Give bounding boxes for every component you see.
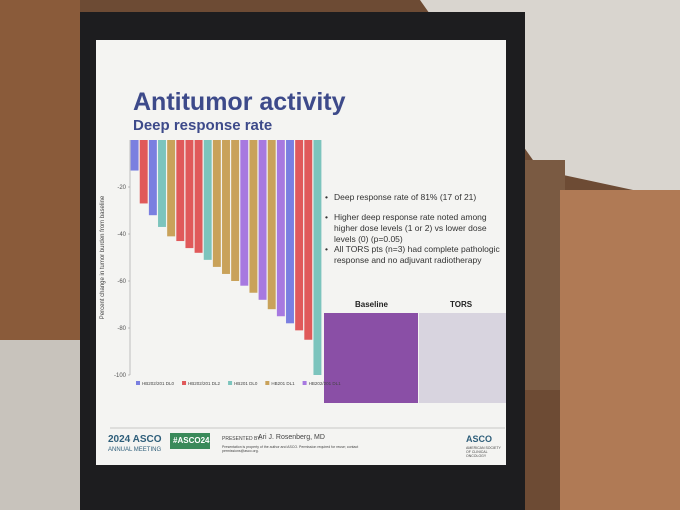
side-wall — [0, 340, 80, 510]
legend-swatch — [228, 381, 233, 385]
bar — [313, 140, 322, 375]
notice: Presentation is property of the author a… — [222, 445, 359, 453]
bar — [139, 140, 148, 204]
logo: ASCO — [466, 434, 493, 444]
bar — [231, 140, 240, 281]
presenter: Ari J. Rosenberg, MD — [258, 434, 325, 441]
legend-swatch — [136, 381, 140, 385]
hashtag-box — [170, 433, 210, 449]
bar — [222, 140, 230, 274]
y-tick-label: -80 — [117, 326, 126, 332]
y-tick-label: -40 — [117, 232, 126, 238]
meeting-name: ANNUAL MEETING — [108, 447, 162, 453]
legend-label: HB201 DL0 — [234, 381, 258, 386]
y-axis-label: Percent change in tumor burden from base… — [100, 195, 106, 319]
legend-swatch — [182, 381, 187, 385]
y-tick-label: -100 — [114, 373, 127, 379]
slide-subtitle: Deep response rate — [133, 117, 273, 134]
histology-baseline — [324, 313, 418, 403]
bar — [304, 140, 313, 340]
bar — [286, 140, 294, 324]
pattern-wall — [0, 0, 80, 350]
bar — [212, 140, 221, 267]
bar — [130, 140, 139, 171]
bar — [249, 140, 258, 293]
bar — [203, 140, 212, 260]
bar — [267, 140, 276, 310]
bar — [148, 140, 157, 216]
legend-swatch — [265, 381, 270, 385]
bar — [167, 140, 176, 237]
legend-label: HB202/201 DL0 — [142, 381, 175, 386]
bullet: Higher deep response rate noted among hi… — [325, 212, 504, 245]
bar — [258, 140, 267, 300]
legend-swatch — [302, 381, 307, 385]
bar — [240, 140, 249, 286]
bar — [176, 140, 185, 242]
bar — [158, 140, 166, 227]
hashtag: #ASCO24 — [173, 436, 210, 445]
legend-label: HB201 DL1 — [271, 381, 295, 386]
y-tick-label: -20 — [117, 185, 126, 191]
wood-wall — [560, 190, 680, 510]
image-label: Baseline — [355, 300, 388, 309]
histology-tors — [419, 313, 506, 403]
legend-label: HB202/201 DL1 — [309, 381, 342, 386]
slide-title: Antitumor activity — [133, 88, 346, 116]
meeting-year: 2024 ASCO — [108, 434, 162, 445]
bar — [295, 140, 304, 331]
image-label: TORS — [450, 300, 473, 309]
bar — [276, 140, 285, 317]
y-tick-label: -60 — [117, 279, 126, 285]
bullet: All TORS pts (n=3) had complete patholog… — [325, 244, 504, 266]
logo-sub: AMERICAN SOCIETY OF CLINICAL ONCOLOGY — [466, 446, 501, 458]
bar — [194, 140, 203, 253]
legend-label: HB202/201 DL2 — [188, 381, 221, 386]
bullet: Deep response rate of 81% (17 of 21) — [325, 192, 504, 203]
presented-by-label: PRESENTED BY: — [222, 436, 262, 442]
bar — [185, 140, 194, 249]
